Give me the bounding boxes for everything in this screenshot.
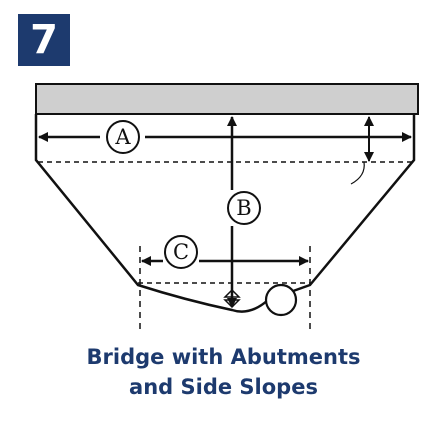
water-surface-symbol-icon bbox=[223, 288, 241, 309]
water-ripple bbox=[350, 161, 365, 185]
dimension-a-label-circle bbox=[106, 120, 140, 154]
dimension-c-label-circle bbox=[164, 235, 198, 269]
bed-point-marker bbox=[264, 283, 298, 317]
figure-caption: Bridge with Abutments and Side Slopes bbox=[0, 342, 447, 402]
dimension-c-label: C bbox=[173, 240, 189, 264]
bridge-deck bbox=[35, 83, 419, 115]
dimension-b-label: B bbox=[236, 196, 251, 220]
channel-outline bbox=[34, 114, 416, 313]
dimension-a-label: A bbox=[114, 125, 131, 149]
caption-line-2: and Side Slopes bbox=[129, 375, 318, 399]
caption-line-1: Bridge with Abutments bbox=[86, 345, 361, 369]
dimension-b-label-circle bbox=[227, 191, 261, 225]
figure-number-badge: 7 bbox=[18, 14, 70, 66]
